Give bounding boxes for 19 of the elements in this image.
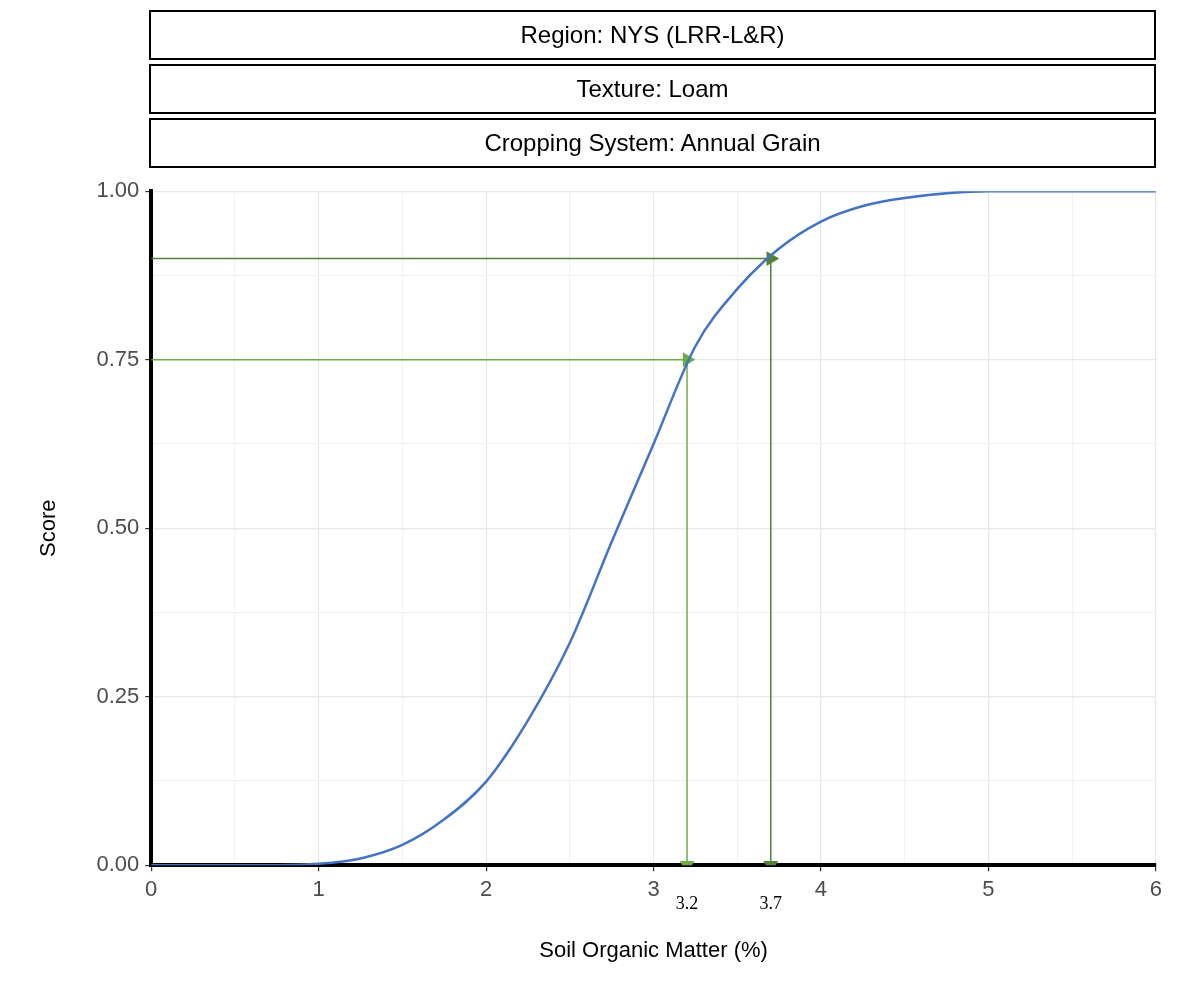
x-tick-label: 5 — [982, 876, 995, 902]
x-axis-title: Soil Organic Matter (%) — [539, 936, 768, 962]
x-tick-label: 6 — [1149, 876, 1163, 902]
chart-subtitle: Texture: Loam — [149, 64, 1156, 114]
x-tick-label: 1 — [312, 876, 325, 902]
x-tick-label: 3 — [647, 876, 660, 902]
x-tick-label: 0 — [145, 876, 158, 902]
y-axis-title: Score — [35, 499, 61, 557]
y-tick-label: 1.00 — [96, 177, 140, 203]
x-tick-label: 2 — [479, 876, 493, 902]
y-tick-label: 0.25 — [96, 682, 140, 708]
x-tick-label: 4 — [814, 876, 828, 902]
y-tick-label: 0.50 — [96, 514, 140, 540]
annotation: 3.2 — [675, 892, 699, 913]
annotation: 3.7 — [759, 892, 783, 913]
y-tick-label: 0.00 — [96, 851, 140, 877]
y-tick-label: 0.75 — [96, 345, 140, 371]
text: Cropping System: Annual Grain — [149, 118, 1156, 168]
chart-title: Region: NYS (LRR-L&R) — [149, 10, 1156, 60]
